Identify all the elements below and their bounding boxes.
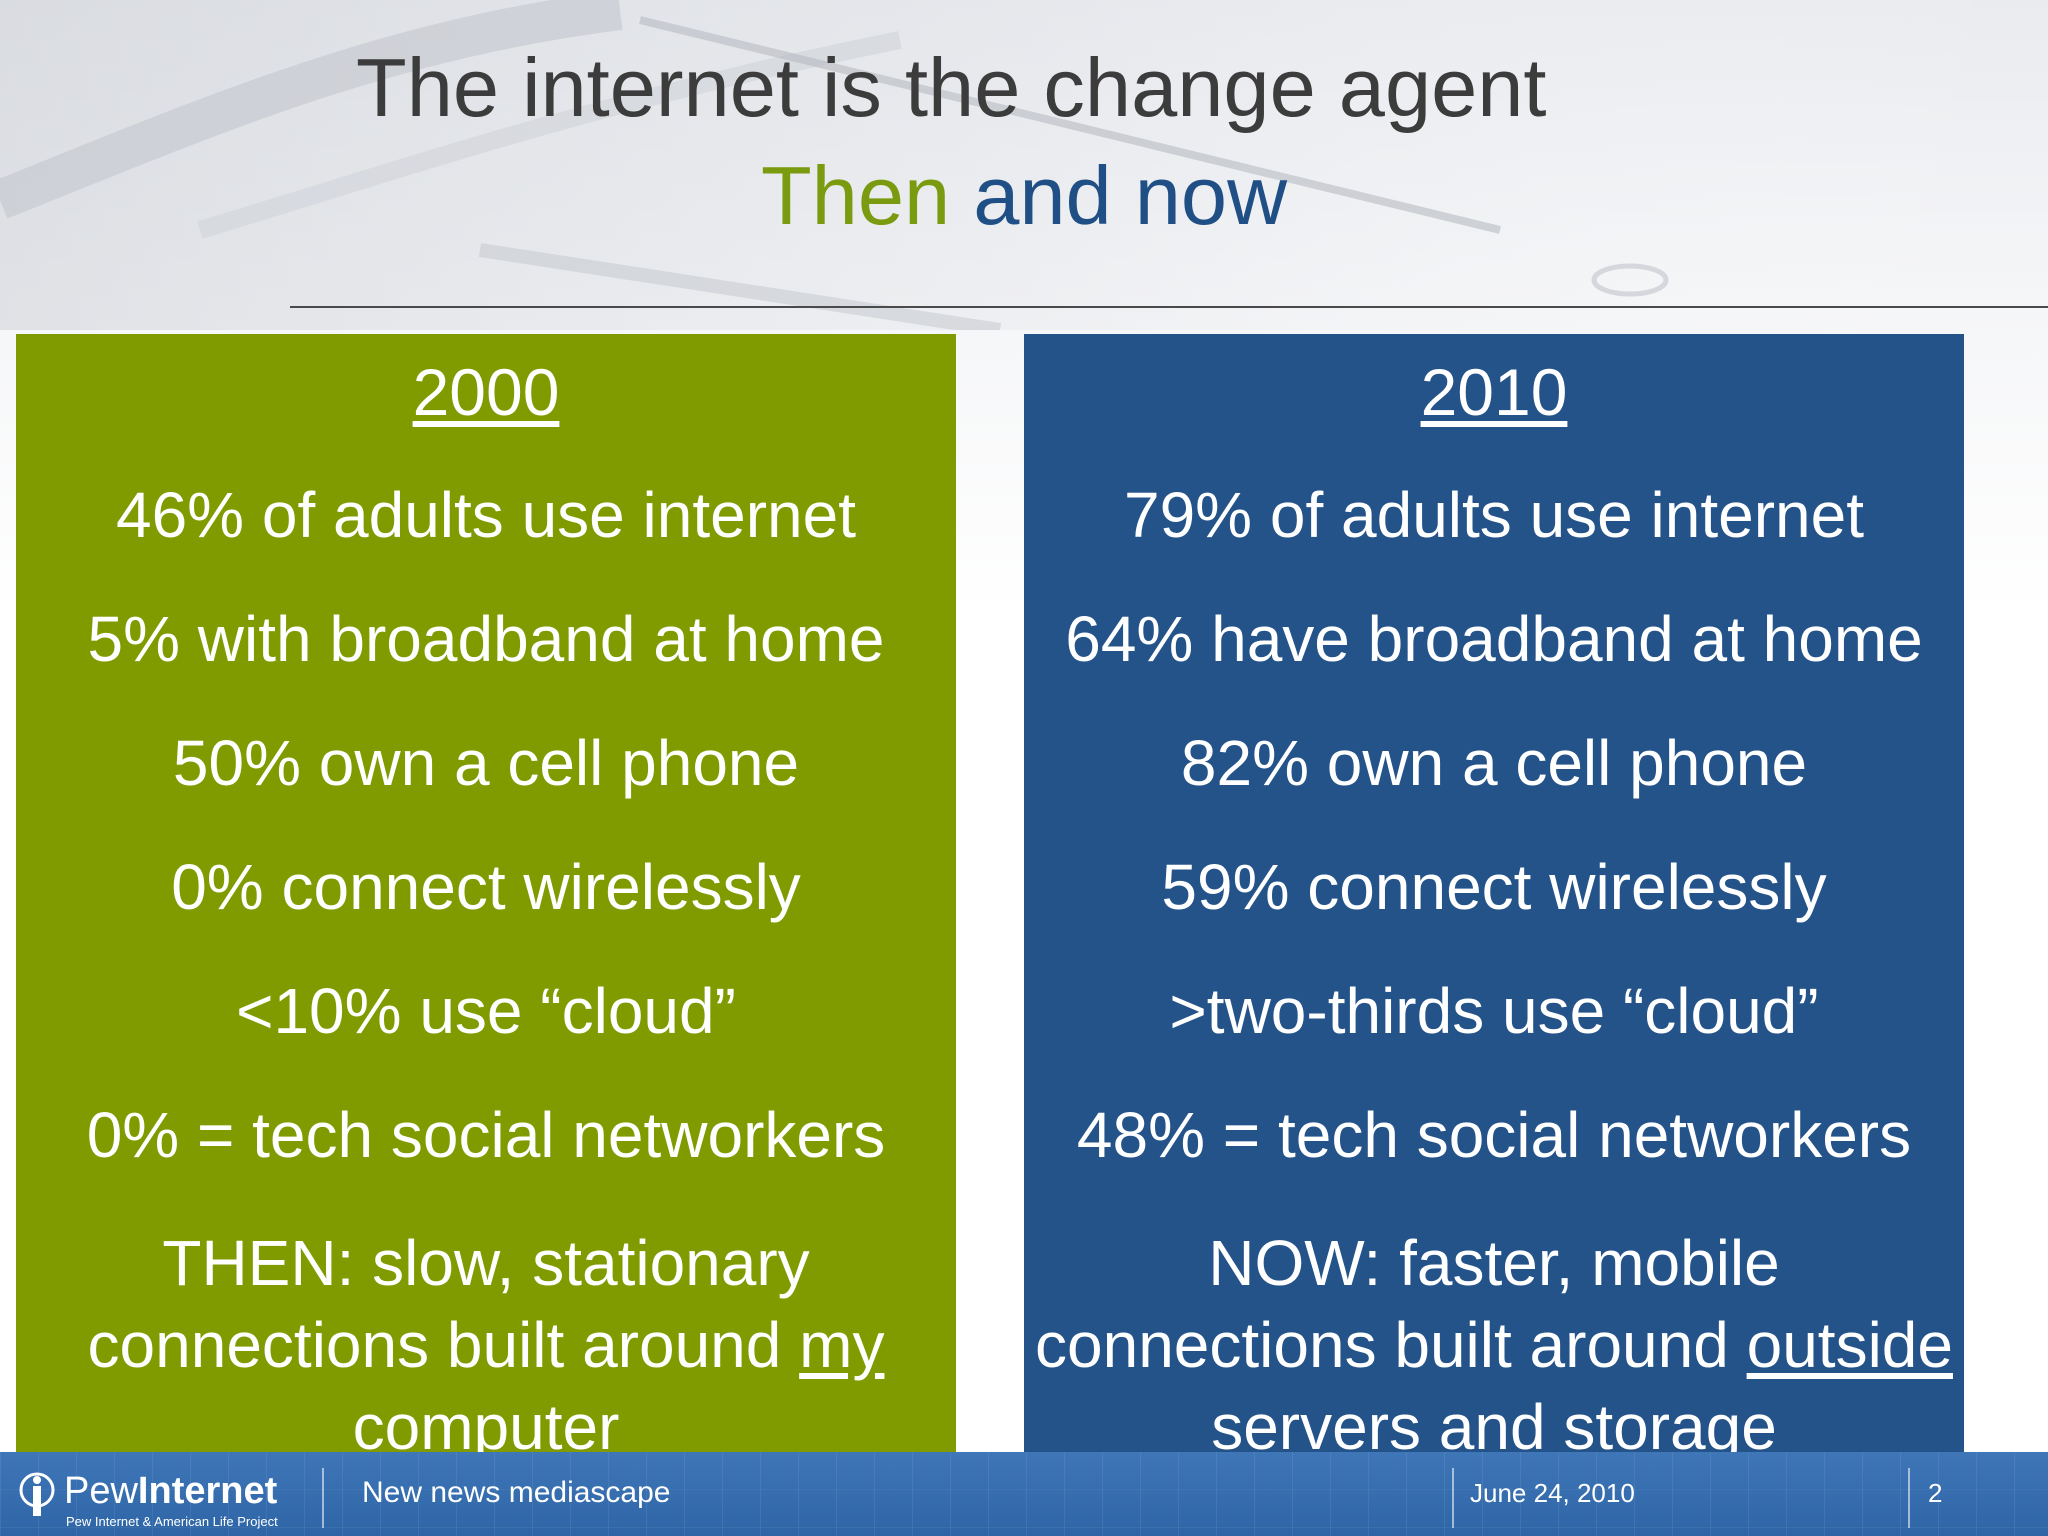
stat-item: >two-thirds use “cloud” bbox=[1169, 975, 1819, 1047]
footer-date: June 24, 2010 bbox=[1470, 1478, 1635, 1508]
stat-item: 0% connect wirelessly bbox=[171, 851, 801, 923]
footer-divider bbox=[1452, 1468, 1454, 1528]
panel-2000: 2000 46% of adults use internet 5% with … bbox=[16, 334, 956, 1470]
stat-item: 64% have broadband at home bbox=[1065, 603, 1923, 675]
stat-item: 46% of adults use internet bbox=[115, 479, 857, 551]
header-background-image bbox=[0, 0, 2048, 330]
title-line-2: Then and now bbox=[0, 148, 2048, 244]
logo-subtitle: Pew Internet & American Life Project bbox=[66, 1514, 278, 1529]
summary-emphasis: my computer bbox=[352, 1309, 885, 1463]
panel-year-heading: 2000 bbox=[412, 355, 560, 429]
stat-item: 0% = tech social networkers bbox=[86, 1099, 886, 1171]
logo-wordmark: PewInternet bbox=[64, 1470, 277, 1513]
panel-summary: THEN: slow, stationary connections built… bbox=[26, 1222, 946, 1468]
footer-page-number: 2 bbox=[1928, 1478, 1943, 1508]
footer-presentation-title: New news mediascape bbox=[362, 1476, 671, 1509]
slide-footer: PewInternet Pew Internet & American Life… bbox=[0, 1452, 2048, 1536]
stat-item: 50% own a cell phone bbox=[172, 727, 800, 799]
logo-name-regular: Pew bbox=[64, 1470, 138, 1512]
footer-divider bbox=[1908, 1468, 1910, 1528]
summary-text: NOW: faster, mobile connections built ar… bbox=[1035, 1227, 1780, 1381]
panel-year-heading: 2010 bbox=[1420, 355, 1568, 429]
footer-circuit-pattern bbox=[0, 1452, 2048, 1536]
stat-item: 82% own a cell phone bbox=[1180, 727, 1808, 799]
summary-emphasis: outside servers and storage bbox=[1211, 1309, 1953, 1463]
title-divider bbox=[290, 306, 2048, 308]
title-now-words: and now bbox=[973, 149, 1288, 242]
pew-logo-mark-icon bbox=[19, 1472, 55, 1516]
stat-item: 5% with broadband at home bbox=[87, 603, 885, 675]
summary-text: THEN: slow, stationary connections built… bbox=[87, 1227, 810, 1381]
panel-summary: NOW: faster, mobile connections built ar… bbox=[1034, 1222, 1954, 1468]
stat-item: 59% connect wirelessly bbox=[1161, 851, 1827, 923]
title-then-word: Then bbox=[760, 149, 951, 242]
panel-2010: 2010 79% of adults use internet 64% have… bbox=[1024, 334, 1964, 1470]
title-line-1: The internet is the change agent bbox=[356, 41, 1547, 134]
stat-item: 48% = tech social networkers bbox=[1076, 1099, 1912, 1171]
footer-divider bbox=[322, 1468, 324, 1528]
pew-internet-logo: PewInternet Pew Internet & American Life… bbox=[18, 1466, 318, 1530]
stat-item: <10% use “cloud” bbox=[236, 975, 736, 1047]
logo-name-bold: Internet bbox=[137, 1470, 278, 1512]
stat-item: 79% of adults use internet bbox=[1123, 479, 1865, 551]
